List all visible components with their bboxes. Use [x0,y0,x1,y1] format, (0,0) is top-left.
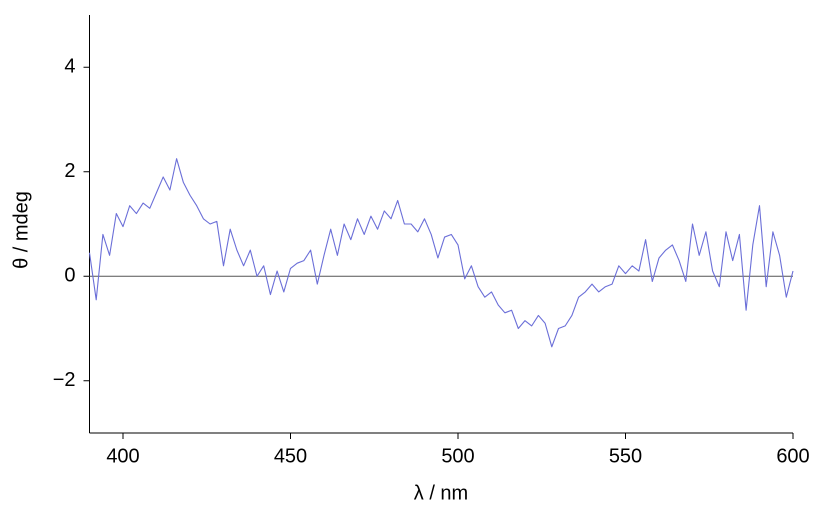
x-tick-label: 600 [776,445,809,467]
y-tick-label: 4 [64,56,75,78]
x-tick-label: 550 [609,445,642,467]
x-tick-label: 500 [441,445,474,467]
x-tick-label: 400 [106,445,139,467]
x-tick-label: 450 [274,445,307,467]
y-axis-label: θ / mdeg [10,191,32,269]
y-tick-label: 2 [64,160,75,182]
data-line [88,158,794,348]
y-tick-label: 0 [64,265,75,287]
x-axis-label: λ / nm [414,482,468,504]
y-tick-label: −2 [53,369,76,391]
